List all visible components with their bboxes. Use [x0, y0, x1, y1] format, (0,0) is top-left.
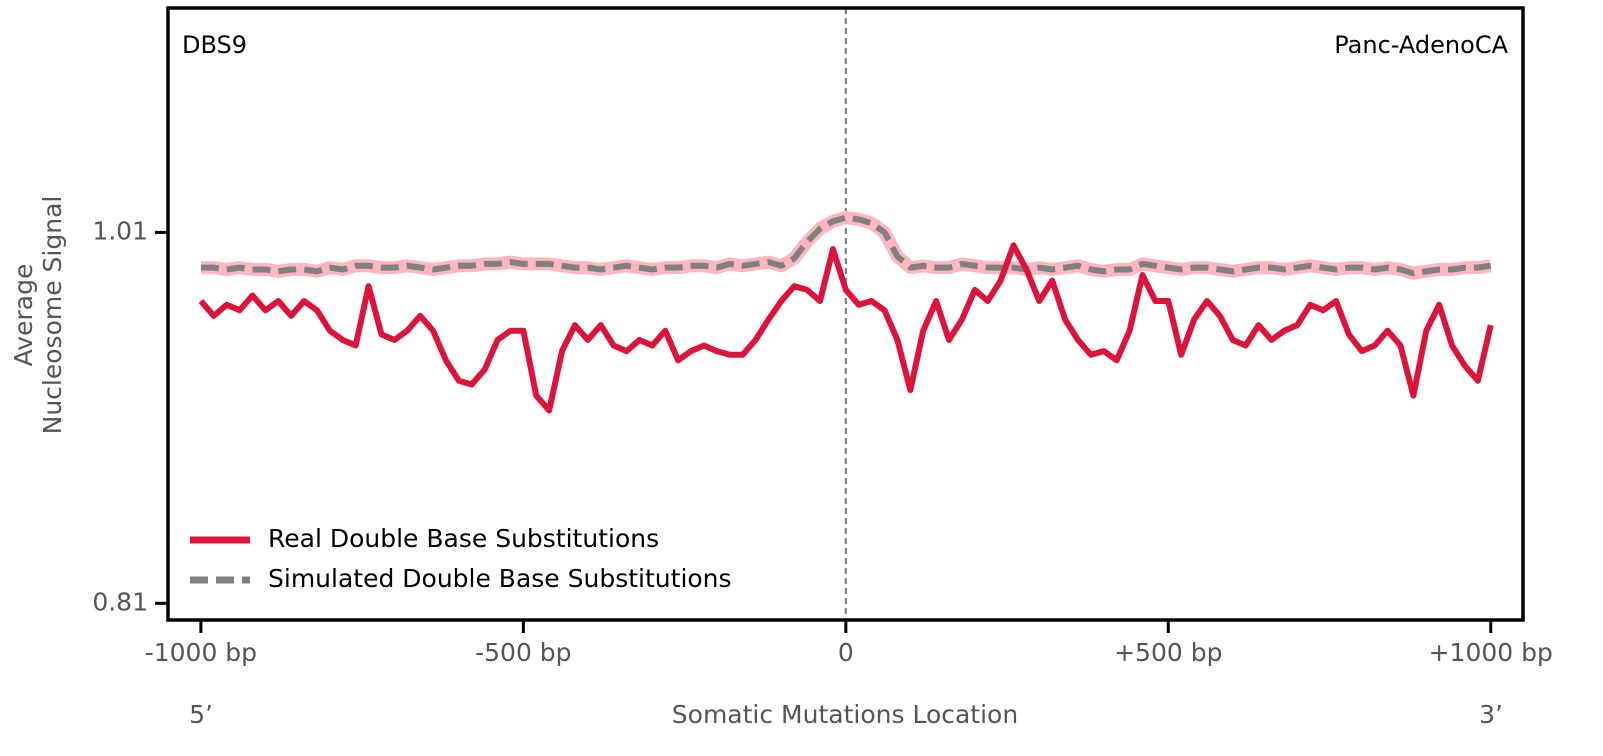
series-line — [198, 242, 1494, 414]
legend-label: Simulated Double Base Substitutions — [268, 564, 732, 593]
y-tick-label: 1.01 — [92, 216, 148, 245]
x-tick-label: +1000 bp — [1429, 638, 1553, 667]
x-tick-label: 0 — [838, 638, 854, 667]
x-tick-label: -500 bp — [475, 638, 571, 667]
legend-label: Real Double Base Substitutions — [268, 524, 659, 553]
x-tick-label: -1000 bp — [145, 638, 257, 667]
end-label: 5’ — [189, 700, 213, 729]
y-tick-label: 0.81 — [92, 587, 148, 616]
x-axis-label: Somatic Mutations Location — [672, 700, 1018, 729]
annotation: Panc-AdenoCA — [1334, 31, 1508, 59]
y-axis-label: Nucleosome Signal — [38, 196, 67, 435]
end-label: 3’ — [1479, 700, 1503, 729]
y-axis-label: Average — [9, 264, 38, 367]
annotation: DBS9 — [182, 31, 247, 59]
series-line — [200, 214, 1492, 277]
plot-frame — [166, 6, 1525, 622]
x-tick-label: +500 bp — [1114, 638, 1222, 667]
